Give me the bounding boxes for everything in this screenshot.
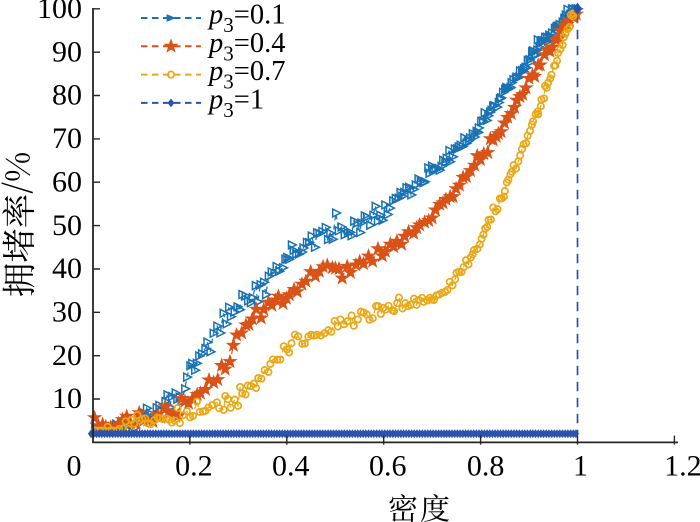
svg-text:p3=0.1: p3=0.1 [207,0,285,37]
svg-text:70: 70 [52,122,82,155]
svg-text:1: 1 [573,449,588,482]
svg-text:100: 100 [37,0,82,25]
svg-text:0.4: 0.4 [272,449,310,482]
svg-text:40: 40 [52,252,82,285]
svg-text:0: 0 [67,449,82,482]
svg-text:20: 20 [52,339,82,372]
svg-text:0.2: 0.2 [175,449,213,482]
svg-text:80: 80 [52,79,82,112]
svg-text:0.8: 0.8 [467,449,505,482]
svg-text:p3=0.4: p3=0.4 [207,28,285,66]
svg-text:1.2: 1.2 [664,449,700,482]
svg-text:30: 30 [52,296,82,329]
svg-text:p3=0.7: p3=0.7 [207,56,285,94]
svg-text:90: 90 [52,35,82,68]
svg-text:p3=1: p3=1 [207,84,264,122]
svg-text:50: 50 [52,209,82,242]
svg-text:0.6: 0.6 [369,449,407,482]
svg-text:60: 60 [52,165,82,198]
svg-text:10: 10 [52,382,82,415]
